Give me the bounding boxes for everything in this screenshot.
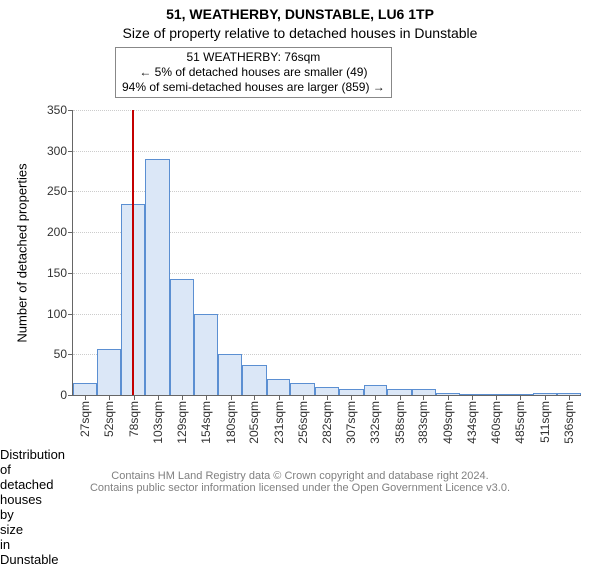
histogram-bar (194, 314, 219, 395)
xtick-mark (254, 395, 255, 400)
xtick-label: 332sqm (368, 401, 382, 444)
ytick-label: 300 (47, 144, 67, 158)
annotation-box: 51 WEATHERBY: 76sqm ← 5% of detached hou… (115, 47, 392, 98)
xtick-label: 383sqm (416, 401, 430, 444)
plot-area: 05010015020025030035027sqm52sqm78sqm103s… (72, 110, 581, 396)
xtick-label: 434sqm (465, 401, 479, 444)
xtick-mark (351, 395, 352, 400)
xtick-mark (496, 395, 497, 400)
histogram-bar (315, 387, 339, 395)
xtick-label: 129sqm (175, 401, 189, 444)
ytick-label: 250 (47, 184, 67, 198)
gridline (73, 110, 581, 111)
histogram-bar (97, 349, 122, 395)
xtick-label: 27sqm (78, 401, 92, 437)
xtick-mark (423, 395, 424, 400)
ytick-mark (68, 110, 73, 111)
xtick-mark (231, 395, 232, 400)
annotation-line: 94% of semi-detached houses are larger (… (122, 80, 385, 95)
ytick-label: 50 (54, 347, 67, 361)
histogram-bar (267, 379, 291, 395)
xtick-mark (400, 395, 401, 400)
xtick-mark (158, 395, 159, 400)
figure-container: 51, WEATHERBY, DUNSTABLE, LU6 1TP Size o… (0, 0, 600, 500)
xtick-mark (472, 395, 473, 400)
xtick-mark (520, 395, 521, 400)
title-subtitle: Size of property relative to detached ho… (0, 25, 600, 41)
footer-line: Contains public sector information licen… (0, 482, 600, 494)
xtick-mark (303, 395, 304, 400)
ytick-label: 200 (47, 225, 67, 239)
xtick-mark (448, 395, 449, 400)
histogram-bar (218, 354, 242, 395)
xtick-label: 536sqm (562, 401, 576, 444)
footer-line: Contains HM Land Registry data © Crown c… (0, 470, 600, 482)
xtick-mark (109, 395, 110, 400)
xtick-label: 52sqm (102, 401, 116, 437)
xtick-mark (569, 395, 570, 400)
ytick-label: 350 (47, 103, 67, 117)
xtick-label: 154sqm (199, 401, 213, 444)
histogram-bar (73, 383, 97, 395)
annotation-line: 51 WEATHERBY: 76sqm (122, 50, 385, 65)
xtick-mark (375, 395, 376, 400)
histogram-bar (364, 385, 388, 395)
xtick-mark (134, 395, 135, 400)
annotation-line: ← 5% of detached houses are smaller (49) (122, 65, 385, 80)
xtick-label: 460sqm (489, 401, 503, 444)
ytick-label: 150 (47, 266, 67, 280)
ytick-label: 100 (47, 307, 67, 321)
histogram-bar (170, 279, 194, 395)
xtick-label: 307sqm (344, 401, 358, 444)
ytick-mark (68, 191, 73, 192)
xtick-mark (279, 395, 280, 400)
xtick-label: 358sqm (393, 401, 407, 444)
y-axis-label: Number of detached properties (15, 163, 30, 342)
xtick-mark (545, 395, 546, 400)
footer: Contains HM Land Registry data © Crown c… (0, 470, 600, 494)
xtick-label: 180sqm (224, 401, 238, 444)
xtick-label: 205sqm (247, 401, 261, 444)
xtick-label: 282sqm (320, 401, 334, 444)
histogram-bar (290, 383, 315, 395)
xtick-label: 78sqm (127, 401, 141, 437)
xtick-label: 231sqm (272, 401, 286, 444)
histogram-bar (242, 365, 267, 395)
ytick-mark (68, 395, 73, 396)
xtick-mark (206, 395, 207, 400)
xtick-label: 409sqm (441, 401, 455, 444)
ytick-mark (68, 314, 73, 315)
title-address: 51, WEATHERBY, DUNSTABLE, LU6 1TP (0, 6, 600, 22)
xtick-mark (85, 395, 86, 400)
ytick-mark (68, 354, 73, 355)
xtick-label: 103sqm (151, 401, 165, 444)
ytick-mark (68, 232, 73, 233)
xtick-label: 511sqm (538, 401, 552, 443)
ytick-mark (68, 151, 73, 152)
xtick-label: 256sqm (296, 401, 310, 444)
ytick-label: 0 (60, 388, 67, 402)
xtick-mark (327, 395, 328, 400)
xtick-mark (182, 395, 183, 400)
ytick-mark (68, 273, 73, 274)
histogram-bar (145, 159, 170, 395)
gridline (73, 151, 581, 152)
xtick-label: 485sqm (513, 401, 527, 444)
marker-line (132, 110, 134, 395)
